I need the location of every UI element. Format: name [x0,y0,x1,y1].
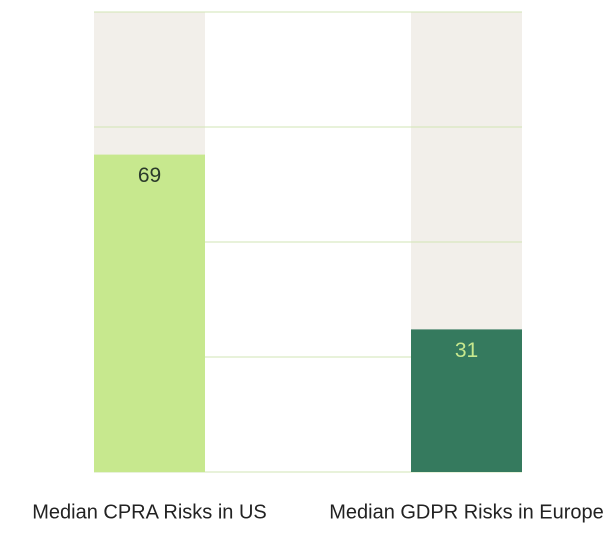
bar [411,329,522,472]
x-tick-label: Median CPRA Risks in US [32,501,267,523]
bar [94,154,205,472]
x-tick-label: Median GDPR Risks in Europe [329,501,604,523]
data-label: 31 [455,339,478,362]
data-label: 69 [138,164,161,187]
